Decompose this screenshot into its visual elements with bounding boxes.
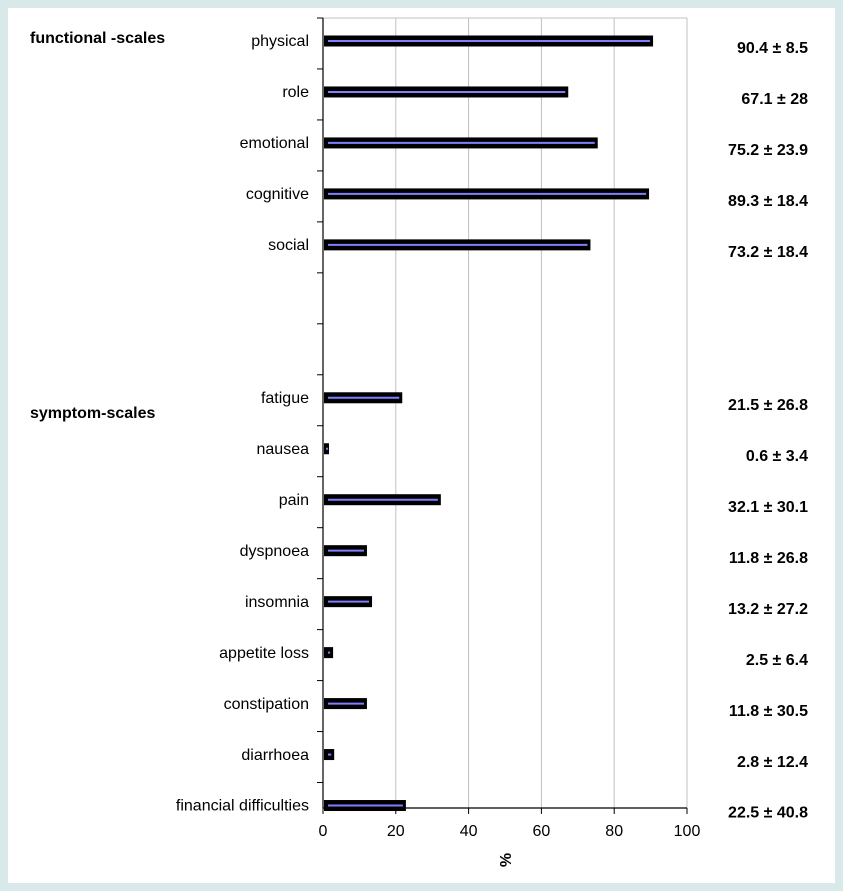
value-annotation: 75.2 ± 23.9 xyxy=(728,142,808,159)
category-label: dyspnoea xyxy=(240,543,309,560)
category-label: pain xyxy=(279,492,309,509)
category-label: insomnia xyxy=(245,594,309,611)
category-label: appetite loss xyxy=(219,645,309,662)
x-tick-label: 60 xyxy=(533,823,551,840)
x-tick-label: 20 xyxy=(387,823,405,840)
value-annotation: 0.6 ± 3.4 xyxy=(746,448,808,465)
category-label: role xyxy=(282,84,309,101)
category-label: nausea xyxy=(257,441,310,458)
category-label: financial difficulties xyxy=(176,798,309,815)
value-annotation: 73.2 ± 18.4 xyxy=(728,244,808,261)
bar-chart: 0 20 40 60 80 100% physical 90.4 ± 8.5 role 67.1 … xyxy=(176,17,808,867)
value-annotation: 11.8 ± 30.5 xyxy=(729,703,808,720)
value-annotation: 2.8 ± 12.4 xyxy=(737,754,808,771)
chart-container: 0 20 40 60 80 100% physical 90.4 ± 8.5 role 67.1 … xyxy=(8,8,835,883)
value-annotation: 32.1 ± 30.1 xyxy=(728,499,808,516)
value-annotation: 11.8 ± 26.8 xyxy=(729,550,808,567)
x-axis-title: % xyxy=(498,853,515,867)
value-annotation: 22.5 ± 40.8 xyxy=(728,805,808,822)
x-tick-label: 80 xyxy=(605,823,623,840)
value-annotation: 67.1 ± 28 xyxy=(741,91,808,108)
category-label: physical xyxy=(251,33,309,50)
value-annotation: 89.3 ± 18.4 xyxy=(728,193,808,210)
value-annotation: 21.5 ± 26.8 xyxy=(728,397,808,414)
value-annotation: 13.2 ± 27.2 xyxy=(728,601,808,618)
x-tick-label: 0 xyxy=(319,823,328,840)
category-label: emotional xyxy=(240,135,309,152)
category-label: fatigue xyxy=(261,390,309,407)
category-label: social xyxy=(268,237,309,254)
plot-area xyxy=(323,18,687,808)
group-label: functional -scales xyxy=(30,30,166,47)
category-label: diarrhoea xyxy=(241,747,309,764)
value-annotation: 90.4 ± 8.5 xyxy=(737,40,808,57)
value-annotation: 2.5 ± 6.4 xyxy=(746,652,808,669)
category-label: constipation xyxy=(224,696,309,713)
x-tick-label: 40 xyxy=(460,823,478,840)
x-tick-label: 100 xyxy=(674,823,701,840)
category-label: cognitive xyxy=(246,186,309,203)
group-label: symptom-scales xyxy=(30,404,156,422)
